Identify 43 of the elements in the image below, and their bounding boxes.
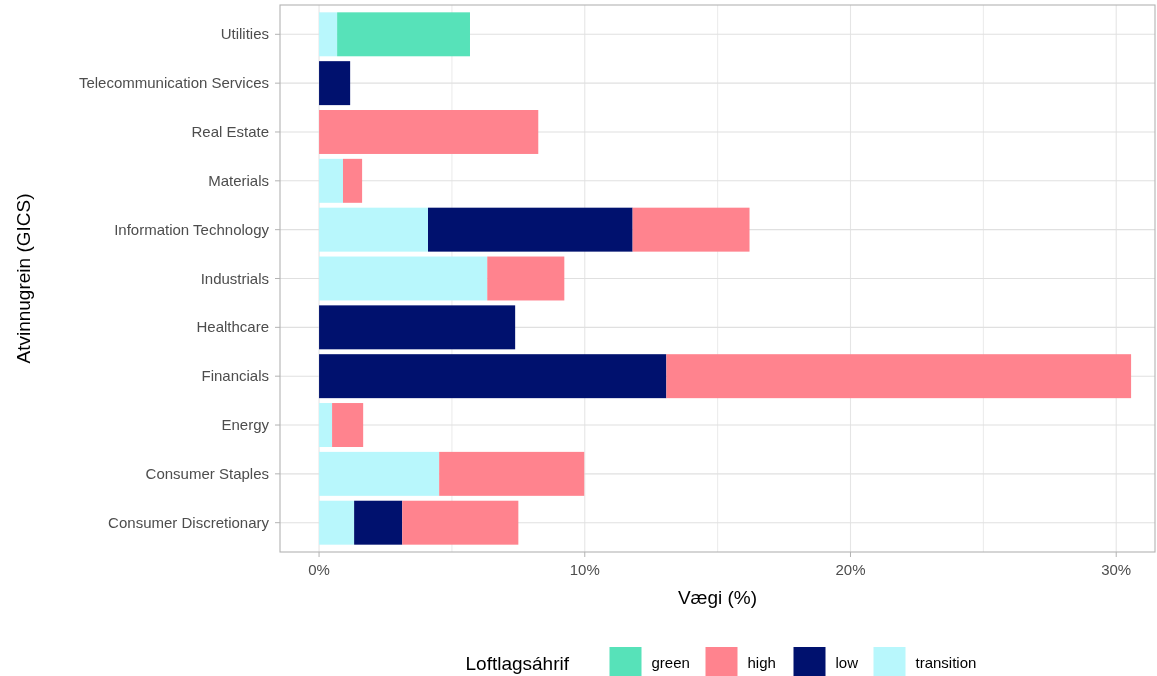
bar: [319, 500, 355, 545]
y-tick-label: Information Technology: [114, 220, 270, 238]
bar: [319, 61, 351, 106]
bar: [487, 256, 565, 301]
bar: [332, 403, 364, 447]
bar: [319, 403, 333, 447]
y-tick-label: Utilities: [220, 25, 269, 43]
x-axis-title: Vægi (%): [677, 587, 758, 608]
y-tick-label: Industrials: [200, 269, 269, 287]
bar: [666, 354, 1132, 399]
bar: [319, 207, 428, 252]
bar: [319, 354, 667, 399]
x-tick-label: 20%: [835, 561, 866, 578]
legend-label: green: [651, 654, 690, 671]
legend-label: low: [835, 654, 859, 671]
x-tick-label: 30%: [1101, 561, 1132, 578]
bar: [319, 451, 440, 496]
y-tick-label: Real Estate: [191, 122, 269, 140]
bar: [337, 12, 470, 57]
y-axis-title: Atvinnugrein (GICS): [13, 193, 34, 364]
x-tick-label: 10%: [569, 561, 600, 578]
bar: [319, 158, 343, 203]
bar: [342, 158, 363, 203]
y-tick-label: Consumer Staples: [145, 464, 269, 482]
bar: [632, 207, 750, 252]
bar: [354, 500, 403, 545]
bar: [319, 110, 539, 154]
bar: [319, 305, 516, 350]
y-tick-label: Consumer Discretionary: [108, 513, 270, 531]
bar: [319, 256, 488, 301]
y-tick-label: Telecommunication Services: [78, 74, 269, 92]
bar: [428, 207, 633, 252]
y-tick-label: Healthcare: [196, 318, 269, 336]
bar: [439, 451, 585, 496]
bar: [402, 500, 519, 545]
x-tick-label: 0%: [308, 561, 330, 578]
bar: [319, 12, 338, 57]
legend-label: transition: [915, 654, 977, 671]
legend-title: Loftlagsáhrif: [465, 653, 570, 674]
y-tick-label: Financials: [201, 367, 269, 385]
y-tick-label: Materials: [208, 171, 269, 189]
legend-label: high: [747, 654, 776, 671]
y-tick-label: Energy: [221, 416, 270, 434]
